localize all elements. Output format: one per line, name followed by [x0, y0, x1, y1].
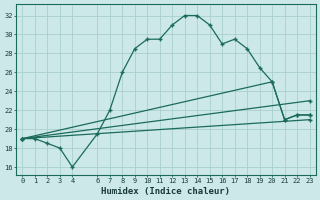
X-axis label: Humidex (Indice chaleur): Humidex (Indice chaleur) [101, 187, 230, 196]
